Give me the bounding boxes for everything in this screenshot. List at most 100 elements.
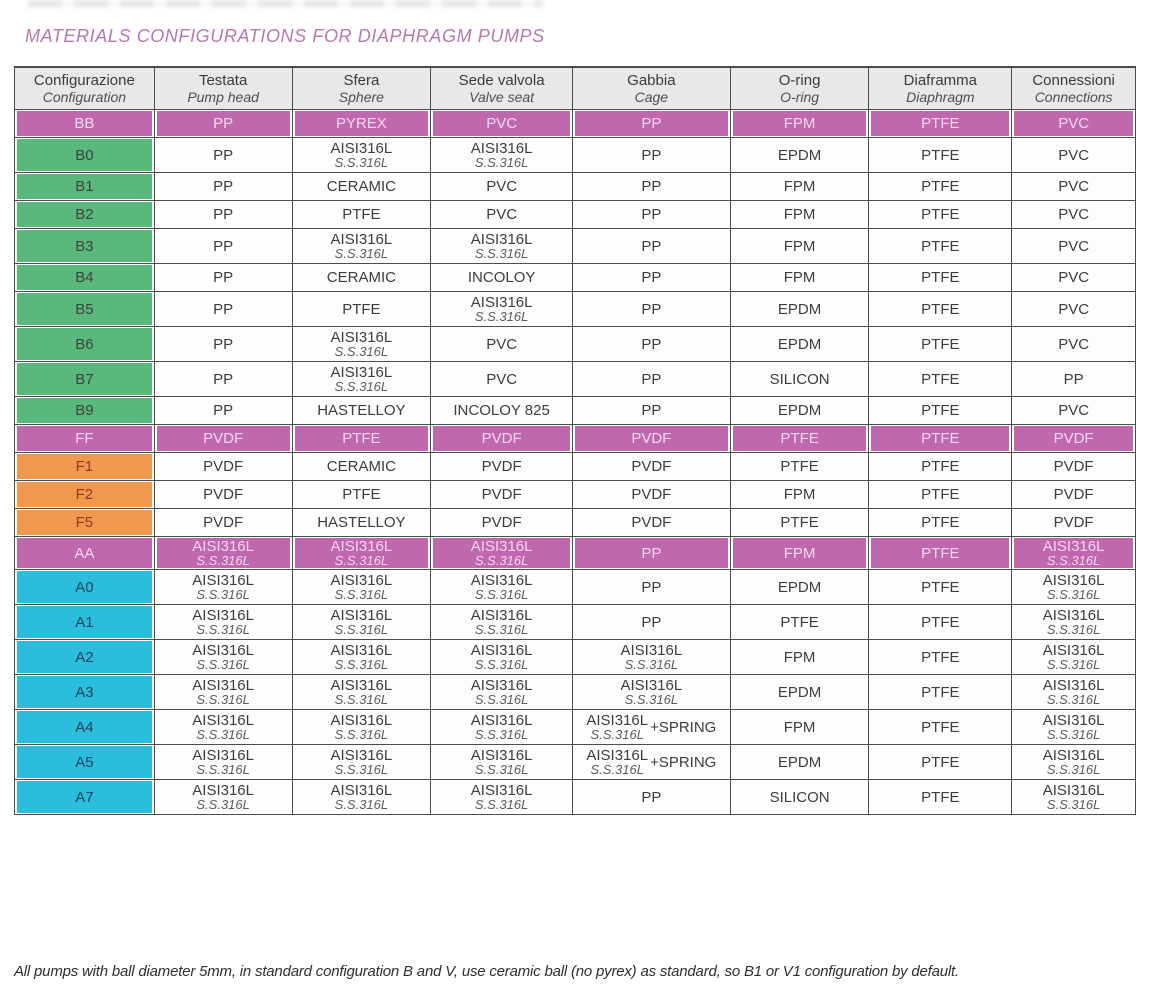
cell-sub-text: S.S.316L (474, 727, 529, 742)
cell-main-text: PTFE (921, 146, 960, 164)
cell: PVC (1012, 292, 1135, 326)
column-header-english: Diaphragm (906, 89, 975, 105)
table-row-AA: AA AISI316L S.S.316L AISI316L S.S.316L AISI31… (15, 537, 1135, 570)
cell-main-text: AISI316L (330, 607, 393, 624)
column-header-connections: Connessioni Connections (1012, 68, 1135, 109)
cell: AISI316L S.S.316L (431, 745, 573, 779)
cell: AISI316L S.S.316L (154, 780, 293, 814)
highlight-fill: PVDF (1014, 426, 1133, 451)
config-id-cell: BB (15, 110, 155, 137)
cell: INCOLOY 825 (431, 397, 573, 424)
cell: CERAMIC (292, 173, 432, 200)
config-id-label: B0 (17, 139, 152, 171)
cell: PTFE (869, 229, 1013, 263)
config-id-label: F5 (17, 510, 152, 535)
cell-sub-text: S.S.316L (1046, 553, 1101, 568)
cell: AISI316L S.S.316L (431, 229, 573, 263)
cell: PTFE (730, 453, 870, 480)
cell-main-text: PP (213, 269, 234, 286)
cell: AISI316L S.S.316L (292, 229, 432, 263)
cell: PVC (1012, 173, 1135, 200)
column-header-italian: Connessioni (1032, 72, 1115, 89)
cell-main-text: PTFE (921, 335, 960, 353)
cell-main-text: PVC (1058, 300, 1090, 318)
cell-sub-text: S.S.316L (474, 657, 529, 672)
cell: EPDM (730, 570, 870, 604)
config-id-cell: A5 (15, 745, 155, 779)
cell: PP (573, 327, 731, 361)
highlight-fill: PVDF (433, 426, 570, 451)
highlight-fill: PVDF (575, 426, 728, 451)
cell-main-text: PTFE (921, 370, 960, 388)
highlight-fill: PTFE (294, 426, 429, 451)
cell: SILICON (730, 362, 870, 396)
cell-main-text: AISI316L (470, 572, 533, 589)
cell-main-text: PP (213, 146, 234, 164)
table-header-row: Configurazione Configuration Testata Pump h… (15, 68, 1135, 110)
cell: PP (154, 327, 293, 361)
cell-main-text: PP (641, 178, 662, 195)
table-row-A7: A7 AISI316L S.S.316L AISI316L S.S.316L AISI31… (15, 780, 1135, 814)
cell-main-text: PP (213, 178, 234, 195)
cell-main-text: PVDF (203, 430, 244, 447)
cell: AISI316L S.S.316L (292, 537, 432, 569)
cell-main-text: PTFE (342, 300, 381, 318)
highlight-fill: PVC (433, 111, 570, 136)
cell: AISI316L S.S.316L (292, 675, 432, 709)
highlight-fill: PVC (1014, 111, 1133, 136)
footnote: All pumps with ball diameter 5mm, in sta… (14, 963, 959, 980)
cell-main-text: AISI316L (1042, 712, 1105, 729)
column-header-english: Cage (634, 89, 669, 105)
column-header-english: Sphere (338, 89, 384, 105)
page-title: MATERIALS CONFIGURATIONS FOR DIAPHRAGM P… (25, 26, 545, 46)
table-body: BB PP PYREX PVC PP FPM PTFE PVC B0 PP AISI316L S.S.… (15, 110, 1135, 814)
config-id-cell: A3 (15, 675, 155, 709)
cell: PTFE (869, 675, 1013, 709)
cell: PTFE (869, 292, 1013, 326)
cell-main-text: PVC (486, 178, 518, 195)
column-header-english: Connections (1034, 89, 1113, 105)
cell-sub-text: S.S.316L (474, 246, 529, 261)
highlight-fill: PP (575, 538, 728, 568)
cell: PTFE (869, 509, 1013, 536)
cell-main-text: HASTELLOY (317, 514, 406, 531)
cell-main-text: PVDF (631, 486, 672, 503)
cell-sub-text: S.S.316L (196, 797, 250, 812)
cell-main-text: FPM (783, 115, 816, 132)
config-id-cell: A4 (15, 710, 155, 744)
cell-sub-text: S.S.316L (196, 657, 250, 672)
cell: PTFE (292, 481, 432, 508)
cell: PP (573, 397, 731, 424)
cell-main-text: AISI316L (192, 642, 254, 659)
cell: PP (573, 138, 731, 172)
cell: AISI316L S.S.316L (1012, 710, 1135, 744)
config-id-cell: FF (15, 425, 155, 452)
cell: AISI316L S.S.316L (431, 570, 573, 604)
cell: AISI316L S.S.316L (431, 675, 573, 709)
cell-main-text: AISI316L (586, 747, 649, 764)
cell: PVC (1012, 327, 1135, 361)
cell: PP (573, 292, 731, 326)
cell-main-text: AISI316L (330, 329, 393, 346)
config-id-label: A4 (17, 711, 152, 743)
cell-main-text: FPM (783, 718, 816, 736)
cell-main-text: EPDM (777, 683, 822, 701)
column-header-sphere: Sfera Sphere (292, 68, 432, 109)
column-header-italian: Testata (198, 72, 248, 89)
table-row-B6: B6 PP AISI316L S.S.316L PVC PP EPDM PTFE PVC (15, 327, 1135, 362)
highlight-fill: FPM (732, 538, 867, 568)
cell-main-text: PP (641, 206, 662, 223)
cell: AISI316L S.S.316L (292, 780, 432, 814)
cell: PVDF (154, 425, 293, 452)
cell-sub-text: S.S.316L (334, 727, 389, 742)
cell-main-text: PP (641, 300, 662, 318)
cell-main-text: PP (641, 370, 662, 388)
cell-main-text: AISI316L (192, 712, 254, 729)
table-row-B7: B7 PP AISI316L S.S.316L PVC PP SILICON PTFE PP (15, 362, 1135, 397)
cell: AISI316L S.S.316L (154, 745, 293, 779)
cell: EPDM (730, 292, 870, 326)
cell-main-text: PVDF (631, 514, 672, 531)
cell-main-text: PP (641, 578, 662, 596)
cell-main-text: PP (1063, 370, 1084, 388)
cell-main-text: AISI316L (620, 642, 683, 659)
